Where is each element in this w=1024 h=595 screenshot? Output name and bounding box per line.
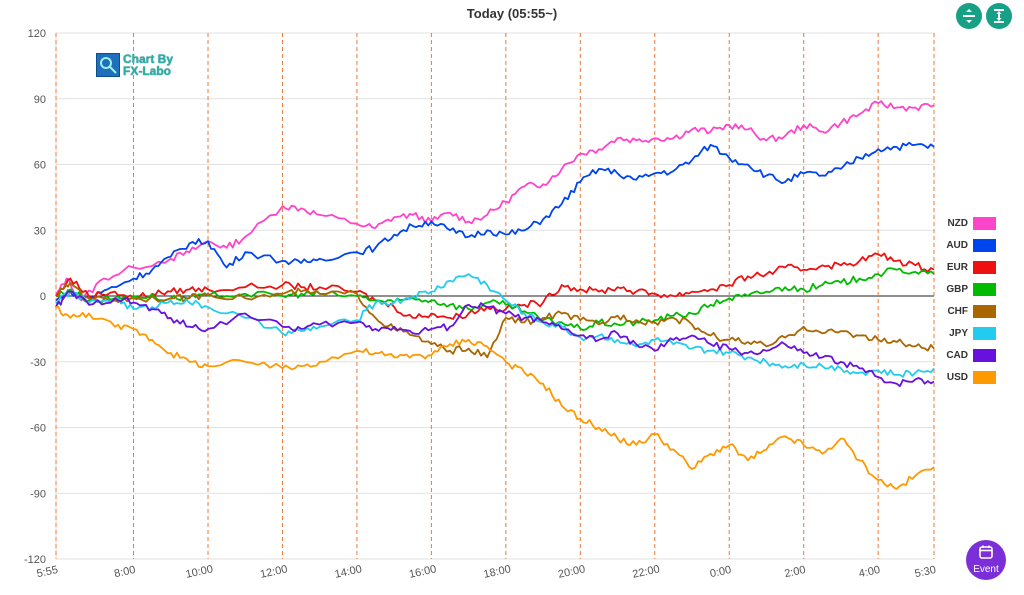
expand-vertical-button[interactable] xyxy=(956,3,982,29)
series-line-gbp xyxy=(55,267,935,331)
legend-item-jpy[interactable]: JPY xyxy=(940,322,996,344)
fit-height-button[interactable] xyxy=(986,3,1012,29)
x-tick-label: 5:55 xyxy=(36,564,59,580)
legend-swatch xyxy=(973,238,996,252)
legend-swatch xyxy=(973,370,996,384)
legend-item-chf[interactable]: CHF xyxy=(940,300,996,322)
legend-label: EUR xyxy=(946,261,968,273)
series-line-nzd xyxy=(55,100,935,302)
x-tick-label: 4:00 xyxy=(858,564,881,580)
legend-label: CHF xyxy=(947,305,968,317)
x-tick-label: 16:00 xyxy=(408,563,437,580)
legend-label: AUD xyxy=(946,239,968,251)
y-tick-label: -90 xyxy=(30,488,46,500)
y-tick-label: 0 xyxy=(40,291,46,303)
legend-swatch xyxy=(973,326,996,340)
legend-swatch xyxy=(973,304,996,318)
legend-label: JPY xyxy=(949,327,968,339)
legend-item-usd[interactable]: USD xyxy=(940,366,996,388)
event-button[interactable]: Event xyxy=(966,540,1006,580)
chart-series xyxy=(55,100,935,490)
logo-line2: FX-Labo xyxy=(123,64,171,78)
x-tick-label: 18:00 xyxy=(483,563,512,580)
legend-swatch xyxy=(973,260,996,274)
legend-item-aud[interactable]: AUD xyxy=(940,234,996,256)
calendar-icon xyxy=(979,545,993,564)
x-tick-label: 22:00 xyxy=(631,563,660,580)
x-tick-label: 10:00 xyxy=(185,563,214,580)
legend-item-cad[interactable]: CAD xyxy=(940,344,996,366)
legend-item-gbp[interactable]: GBP xyxy=(940,278,996,300)
y-tick-label: 120 xyxy=(28,28,46,40)
legend-item-nzd[interactable]: NZD xyxy=(940,212,996,234)
event-button-label: Event xyxy=(973,564,999,575)
chart-legend: NZD AUD EUR GBP CHF JPY CAD USD xyxy=(940,212,996,388)
legend-label: USD xyxy=(946,371,968,383)
series-line-chf xyxy=(55,281,935,359)
magnifier-icon xyxy=(96,53,120,77)
y-tick-label: -60 xyxy=(30,423,46,435)
x-tick-label: 14:00 xyxy=(334,563,363,580)
y-tick-label: 60 xyxy=(34,160,46,172)
series-line-jpy xyxy=(55,273,935,378)
series-line-cad xyxy=(55,290,935,388)
legend-swatch xyxy=(973,282,996,296)
logo-line1: Chart By xyxy=(123,52,174,66)
expand-vertical-icon xyxy=(961,8,977,24)
y-tick-label: 90 xyxy=(34,94,46,106)
chart-grid xyxy=(55,32,935,560)
x-tick-label: 5:30 xyxy=(914,564,937,580)
x-tick-label: 2:00 xyxy=(783,564,806,580)
x-tick-label: 12:00 xyxy=(259,563,288,580)
legend-item-eur[interactable]: EUR xyxy=(940,256,996,278)
x-tick-label: 8:00 xyxy=(113,564,136,580)
logo: Chart By FX-Labo xyxy=(96,53,173,77)
legend-swatch xyxy=(973,348,996,362)
legend-label: CAD xyxy=(946,349,968,361)
x-tick-label: 0:00 xyxy=(709,564,732,580)
fit-height-icon xyxy=(991,8,1007,24)
series-line-aud xyxy=(55,141,935,302)
x-tick-label: 20:00 xyxy=(557,563,586,580)
series-line-eur xyxy=(55,252,935,320)
legend-swatch xyxy=(973,216,996,230)
y-tick-label: -120 xyxy=(24,554,46,566)
y-tick-label: -30 xyxy=(30,357,46,369)
legend-label: GBP xyxy=(946,283,968,295)
chart-title: Today (05:55~) xyxy=(466,6,558,21)
series-line-usd xyxy=(55,305,935,490)
y-tick-label: 30 xyxy=(34,225,46,237)
legend-label: NZD xyxy=(947,217,968,229)
